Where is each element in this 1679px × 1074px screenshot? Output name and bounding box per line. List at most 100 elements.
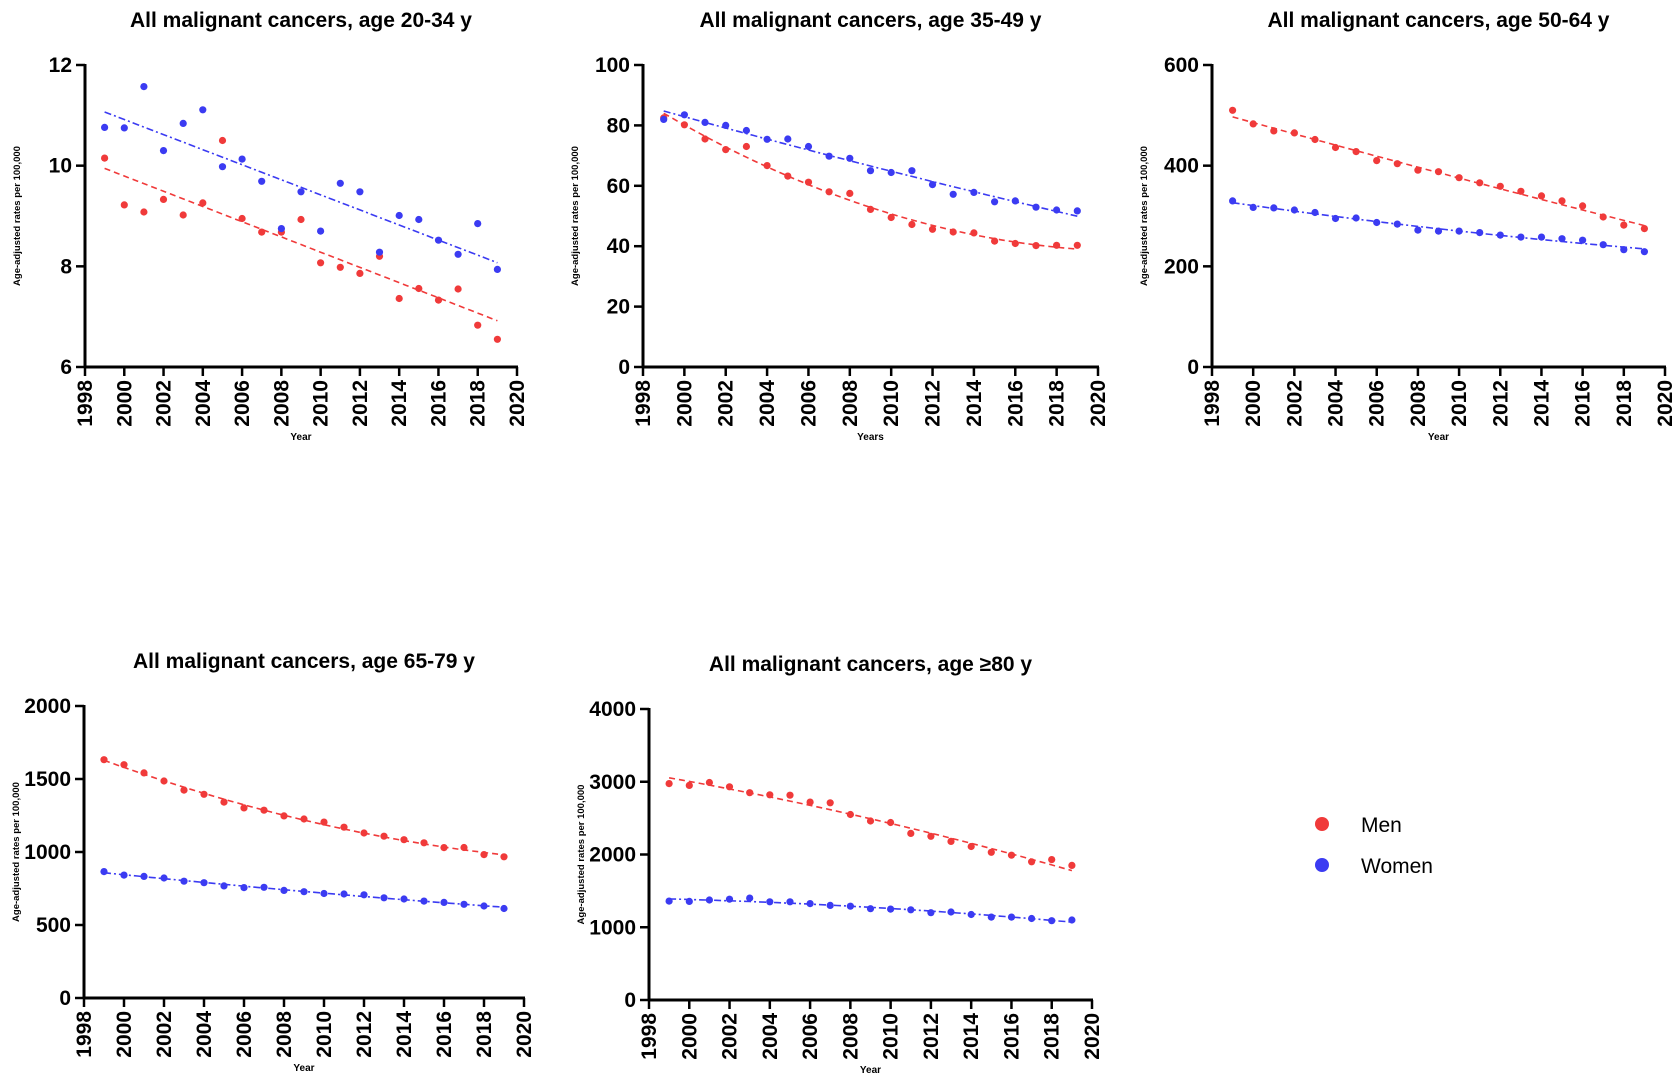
data-point-women [160, 874, 168, 882]
x-tick-label: 2010 [313, 1011, 336, 1058]
data-point-men [1011, 239, 1019, 248]
data-point-women [440, 898, 448, 907]
x-tick-label: 2002 [715, 380, 738, 427]
data-point-women [1229, 197, 1237, 205]
y-tick-label: 0 [1187, 356, 1199, 379]
data-point-women [947, 908, 955, 916]
data-point-men [722, 146, 730, 154]
data-point-women [1558, 235, 1566, 243]
y-tick-label: 3000 [589, 771, 636, 794]
x-tick-label: 2014 [393, 1011, 416, 1058]
x-tick-label: 2006 [799, 1013, 822, 1060]
data-point-women [928, 181, 937, 189]
data-point-women [480, 902, 488, 910]
data-point-women [784, 135, 792, 143]
data-point-men [685, 781, 693, 790]
chart-panel-3: All malignant cancers, age 50-64 y 0 200 40… [1139, 9, 1677, 443]
x-tick-label: 2012 [1489, 380, 1512, 427]
data-point-men [159, 195, 168, 203]
data-point-women [1620, 246, 1628, 254]
x-tick-label: 2006 [233, 1011, 256, 1058]
x-tick-label: 2000 [113, 380, 136, 427]
x-tick-label: 2010 [1448, 380, 1471, 427]
data-point-men [1579, 202, 1587, 210]
x-tick-label: 2002 [719, 1013, 742, 1060]
y-tick-label: 0 [624, 989, 636, 1012]
x-tick-label: 2000 [1242, 380, 1265, 427]
data-point-women [786, 898, 794, 906]
data-point-men [220, 798, 228, 806]
data-point-men [1331, 143, 1340, 152]
data-point-women [460, 900, 468, 908]
x-tick-label: 2020 [513, 1011, 536, 1058]
x-tick-label: 2004 [756, 380, 779, 427]
y-tick-label: 4000 [589, 698, 636, 721]
y-tick-label: 1500 [24, 768, 71, 791]
data-point-women [218, 163, 227, 171]
data-point-men [179, 211, 187, 219]
x-tick-label: 2018 [473, 1011, 496, 1058]
data-point-women [120, 871, 128, 879]
data-point-men [806, 798, 814, 806]
data-point-men [434, 296, 443, 304]
data-point-women [180, 877, 188, 885]
data-point-women [280, 886, 288, 895]
data-point-women [434, 236, 443, 244]
data-point-men [336, 263, 344, 271]
data-point-women [493, 265, 501, 273]
data-point-women [1599, 241, 1607, 249]
x-tick-label: 2004 [759, 1013, 782, 1060]
data-point-men [1068, 861, 1076, 870]
data-point-men [160, 777, 168, 785]
panels: All malignant cancers, age 20-34 y 6 8 10 12… [11, 9, 1677, 1074]
data-point-men [927, 832, 935, 840]
data-point-men [970, 229, 978, 237]
data-point-men [1558, 197, 1566, 205]
data-point-men [218, 136, 227, 145]
x-tick-label: 2004 [192, 380, 215, 427]
x-tick-label: 2008 [839, 1013, 862, 1060]
data-point-women [1270, 204, 1278, 212]
data-point-women [1011, 197, 1019, 205]
data-point-women [140, 872, 148, 881]
chart-panel-5: All malignant cancers, age ≥80 y 0 1000 200… [576, 653, 1104, 1074]
data-point-men [260, 806, 268, 814]
data-point-women [705, 896, 714, 904]
data-point-men [420, 839, 428, 847]
x-tick-label: 2014 [1530, 380, 1553, 427]
data-point-women [991, 198, 999, 206]
data-point-men [947, 837, 955, 846]
data-point-women [297, 188, 305, 196]
data-point-men [825, 188, 833, 196]
legend: Men Women [1315, 814, 1433, 878]
data-point-women [277, 225, 285, 233]
data-point-women [238, 155, 246, 163]
data-point-women [1290, 206, 1298, 214]
data-point-women [1068, 916, 1076, 924]
data-point-women [949, 190, 957, 198]
y-tick-label: 20 [607, 296, 630, 319]
data-point-women [763, 135, 771, 143]
data-point-women [846, 902, 855, 910]
x-tick-label: 2006 [231, 380, 254, 427]
x-tick-label: 2008 [273, 1011, 296, 1058]
x-tick-label: 2014 [960, 1013, 983, 1060]
data-point-men [887, 818, 895, 827]
data-point-men [1414, 166, 1422, 174]
data-point-women [1028, 914, 1036, 923]
data-point-women [454, 250, 462, 258]
y-axis-label: Age-adjusted rates per 100,000 [570, 146, 581, 286]
x-tick-label: 2012 [920, 1013, 943, 1060]
data-point-women [380, 894, 388, 902]
data-point-women [101, 123, 109, 131]
data-point-men [460, 843, 468, 852]
trend-line-men [103, 759, 505, 856]
data-point-men [100, 756, 108, 764]
x-axis-label: Year [1428, 432, 1449, 443]
y-axis-label: Age-adjusted rates per 100,000 [11, 782, 22, 922]
x-tick-label: 1998 [1201, 380, 1224, 427]
data-point-women [1393, 220, 1401, 228]
x-tick-label: 2012 [922, 380, 945, 427]
x-tick-label: 2016 [1572, 380, 1595, 427]
data-point-men [320, 818, 328, 826]
